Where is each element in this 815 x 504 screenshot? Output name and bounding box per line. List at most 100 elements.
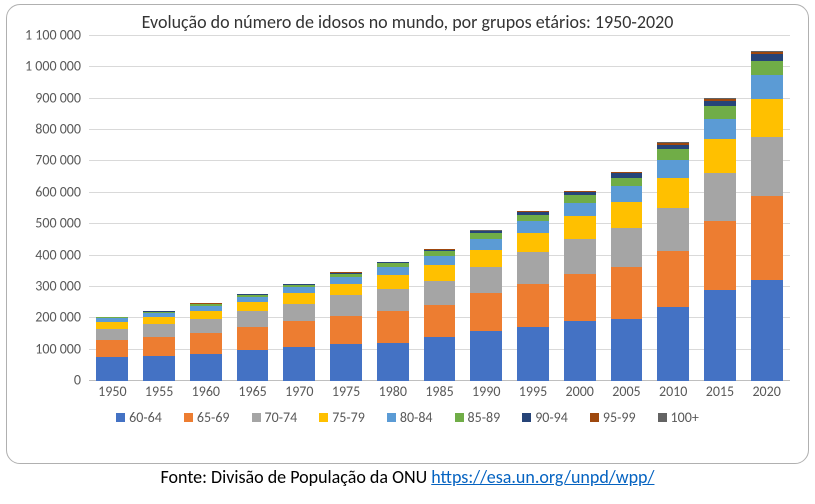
bar-segment-70-74 xyxy=(96,329,128,341)
bar-column xyxy=(463,35,510,381)
x-tick-label: 1990 xyxy=(463,383,510,405)
x-tick-label: 1960 xyxy=(182,383,229,405)
stacked-bar xyxy=(190,303,222,381)
bar-segment-60-64 xyxy=(751,280,783,381)
bar-segment-80-84 xyxy=(330,277,362,284)
bars-area xyxy=(89,35,790,381)
bar-column xyxy=(276,35,323,381)
y-tick-label: 100 000 xyxy=(35,340,81,357)
y-tick-label: 200 000 xyxy=(35,309,81,326)
bar-segment-65-69 xyxy=(330,316,362,344)
legend-swatch xyxy=(522,413,531,422)
bar-column xyxy=(416,35,463,381)
bar-segment-70-74 xyxy=(424,281,456,305)
bar-segment-75-79 xyxy=(657,178,689,207)
bar-segment-70-74 xyxy=(704,173,736,221)
legend-label: 75-79 xyxy=(332,409,365,426)
y-tick-label: 400 000 xyxy=(35,246,81,263)
bar-segment-70-74 xyxy=(611,228,643,267)
y-tick-label: 800 000 xyxy=(35,121,81,138)
bar-column xyxy=(650,35,697,381)
bar-segment-75-79 xyxy=(190,311,222,319)
bar-segment-80-84 xyxy=(424,256,456,265)
bar-segment-60-64 xyxy=(704,290,736,381)
bar-segment-70-74 xyxy=(143,324,175,337)
bar-segment-80-84 xyxy=(470,239,502,250)
legend-swatch xyxy=(184,413,193,422)
bar-segment-70-74 xyxy=(190,319,222,333)
x-axis-labels: 1950195519601965197019751980198519901995… xyxy=(89,383,790,405)
legend-label: 95-99 xyxy=(603,409,636,426)
bar-segment-60-64 xyxy=(330,344,362,381)
bar-segment-70-74 xyxy=(517,252,549,283)
bar-segment-75-79 xyxy=(237,302,269,311)
legend-swatch xyxy=(252,413,261,422)
bar-segment-75-79 xyxy=(330,284,362,296)
bar-segment-75-79 xyxy=(424,265,456,281)
bar-column xyxy=(510,35,557,381)
bar-segment-65-69 xyxy=(470,293,502,331)
bar-segment-70-74 xyxy=(751,137,783,196)
bar-segment-65-69 xyxy=(424,305,456,337)
bar-segment-80-84 xyxy=(377,267,409,275)
legend-item-75-79: 75-79 xyxy=(319,409,365,426)
x-tick-label: 1950 xyxy=(89,383,136,405)
legend-swatch xyxy=(658,413,667,422)
bar-segment-75-79 xyxy=(611,202,643,228)
stacked-bar xyxy=(96,317,128,381)
stacked-bar xyxy=(424,249,456,381)
bar-segment-65-69 xyxy=(704,221,736,290)
stacked-bar xyxy=(283,284,315,381)
bar-segment-60-64 xyxy=(517,327,549,381)
bar-segment-75-79 xyxy=(517,233,549,252)
bar-segment-85-89 xyxy=(564,195,596,203)
bar-segment-65-69 xyxy=(751,196,783,280)
bar-segment-75-79 xyxy=(377,275,409,289)
plot-area: 0100 000200 000300 000400 000500 000600 … xyxy=(89,35,790,405)
bar-segment-60-64 xyxy=(424,337,456,381)
bar-segment-70-74 xyxy=(283,304,315,321)
bar-segment-70-74 xyxy=(330,295,362,315)
bar-segment-65-69 xyxy=(611,267,643,319)
bar-segment-65-69 xyxy=(143,337,175,356)
bar-column xyxy=(229,35,276,381)
bar-segment-85-89 xyxy=(517,215,549,222)
legend-label: 85-89 xyxy=(468,409,501,426)
bar-segment-60-64 xyxy=(283,347,315,381)
legend-item-70-74: 70-74 xyxy=(252,409,298,426)
bar-column xyxy=(743,35,790,381)
y-tick-label: 0 xyxy=(74,372,81,389)
bar-segment-65-69 xyxy=(190,333,222,353)
legend-item-60-64: 60-64 xyxy=(116,409,162,426)
bar-segment-85-89 xyxy=(657,149,689,160)
bar-segment-65-69 xyxy=(237,327,269,350)
bar-segment-80-84 xyxy=(517,221,549,233)
legend-item-100+: 100+ xyxy=(658,409,699,426)
bar-segment-75-79 xyxy=(704,139,736,172)
legend-label: 90-94 xyxy=(535,409,568,426)
legend-swatch xyxy=(590,413,599,422)
bar-segment-75-79 xyxy=(283,293,315,304)
bar-column xyxy=(369,35,416,381)
bar-segment-80-84 xyxy=(751,75,783,99)
source-line: Fonte: Divisão de População da ONU https… xyxy=(0,466,815,488)
bar-column xyxy=(136,35,183,381)
bar-segment-80-84 xyxy=(704,119,736,139)
y-tick-label: 500 000 xyxy=(35,215,81,232)
legend-item-85-89: 85-89 xyxy=(455,409,501,426)
bar-column xyxy=(182,35,229,381)
x-tick-label: 2020 xyxy=(743,383,790,405)
bar-segment-65-69 xyxy=(517,284,549,327)
bar-segment-60-64 xyxy=(96,357,128,381)
x-tick-label: 1955 xyxy=(136,383,183,405)
bar-segment-70-74 xyxy=(377,289,409,311)
x-tick-label: 1980 xyxy=(369,383,416,405)
bar-segment-60-64 xyxy=(611,319,643,381)
bar-segment-60-64 xyxy=(377,343,409,381)
x-tick-label: 2005 xyxy=(603,383,650,405)
bar-segment-70-74 xyxy=(657,208,689,251)
x-tick-label: 1975 xyxy=(323,383,370,405)
bar-segment-75-79 xyxy=(143,317,175,325)
stacked-bar xyxy=(237,294,269,381)
source-link[interactable]: https://esa.un.org/unpd/wpp/ xyxy=(431,466,654,488)
